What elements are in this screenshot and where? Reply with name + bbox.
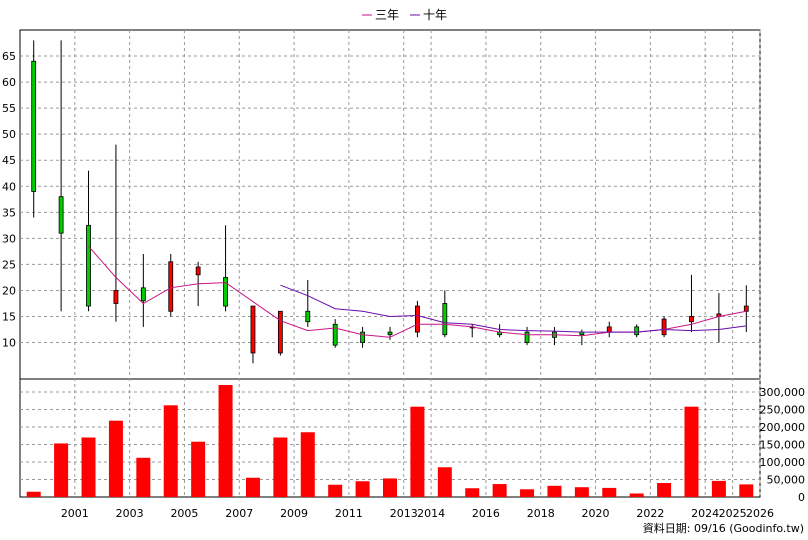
- price-tick-label: 25: [2, 258, 16, 271]
- volume-tick-label: 100,000: [760, 456, 806, 469]
- volume-tick-label: 0: [798, 491, 805, 504]
- x-tick-label: 2009: [280, 507, 308, 520]
- candle-body: [661, 318, 667, 336]
- volume-bar: [191, 441, 206, 497]
- candle-body: [634, 326, 640, 336]
- candle-body: [689, 316, 694, 323]
- volume-bar: [163, 405, 178, 497]
- volume-tick-label: 300,000: [760, 386, 806, 399]
- price-tick-label: 15: [2, 310, 16, 323]
- volume-bar: [684, 406, 699, 497]
- candle-body: [606, 326, 612, 333]
- volume-bar: [465, 488, 480, 497]
- volume-bar: [437, 467, 452, 497]
- x-tick-label: 2016: [472, 507, 500, 520]
- price-tick-label: 50: [2, 128, 16, 141]
- x-tick-label: 2026: [746, 507, 774, 520]
- volume-tick-label: 200,000: [760, 421, 806, 434]
- price-tick-label: 30: [2, 232, 16, 245]
- x-tick-label: 2022: [636, 507, 664, 520]
- volume-bar: [410, 406, 425, 497]
- x-tick-label: 2020: [582, 507, 610, 520]
- volume-bar: [547, 485, 562, 497]
- candle-body: [743, 305, 749, 312]
- volume-bar: [711, 480, 726, 497]
- volume-bar: [108, 420, 123, 497]
- volume-tick-label: 250,000: [760, 404, 806, 417]
- volume-bar: [602, 487, 617, 497]
- x-tick-label: 2001: [61, 507, 89, 520]
- candle-body: [113, 290, 119, 304]
- x-axis: 2001 2003 2005 2007 2009 2011 2013 2014 2016 2018…: [61, 507, 774, 520]
- x-tick-label: 2024: [691, 507, 719, 520]
- price-tick-label: 65: [2, 50, 16, 63]
- volume-bar: [273, 437, 288, 497]
- ma-line-10yr: [280, 284, 747, 333]
- candle-body: [250, 305, 256, 354]
- x-tick-label: 2011: [335, 507, 363, 520]
- candle-body: [223, 277, 228, 307]
- volume-bar: [26, 491, 41, 497]
- volume-bar: [54, 443, 69, 497]
- volume-bar: [245, 477, 260, 497]
- candle-body: [168, 261, 174, 312]
- volume-bars: [26, 385, 754, 497]
- volume-bar: [492, 484, 507, 497]
- x-tick-label: 2007: [225, 507, 253, 520]
- candle-body: [442, 303, 448, 336]
- legend-label-3yr: 三年: [375, 8, 399, 22]
- candles: [31, 40, 749, 364]
- candle-body: [58, 196, 64, 234]
- volume-bar: [300, 432, 315, 497]
- price-tick-label: 60: [2, 76, 16, 89]
- volume-bar: [520, 489, 535, 497]
- price-tick-label: 35: [2, 206, 16, 219]
- candle-body: [415, 305, 420, 333]
- volume-bar: [136, 457, 151, 497]
- volume-bar: [355, 481, 370, 497]
- x-tick-label: 2013: [390, 507, 418, 520]
- volume-bar: [657, 483, 672, 497]
- price-tick-label: 10: [2, 337, 16, 350]
- price-tick-label: 40: [2, 180, 16, 193]
- price-tick-label: 55: [2, 102, 16, 115]
- candle-body: [195, 266, 201, 276]
- volume-bar: [328, 484, 343, 497]
- volume-bar: [629, 493, 644, 497]
- x-tick-label: 2018: [527, 507, 555, 520]
- legend-label-10yr: 十年: [423, 8, 447, 22]
- volume-bar: [81, 437, 96, 497]
- volume-bar: [383, 478, 397, 497]
- candle-body: [305, 310, 311, 323]
- x-tick-label: 2025: [719, 507, 747, 520]
- candle-body: [140, 287, 146, 302]
- moving-average-lines: [88, 245, 747, 338]
- candle-body: [524, 331, 530, 343]
- data-date-footer: 資料日期: 09/16 (Goodinfo.tw): [643, 521, 804, 535]
- candle-body: [387, 331, 393, 336]
- x-tick-label: 2014: [417, 507, 445, 520]
- volume-bar: [739, 484, 754, 497]
- volume-tick-label: 150,000: [760, 439, 806, 452]
- legend: 三年 十年: [362, 8, 447, 22]
- candle-body: [332, 323, 338, 346]
- price-tick-label: 45: [2, 154, 16, 167]
- candle-body: [360, 331, 365, 343]
- candle-body: [31, 60, 37, 192]
- price-axis: 10 15 20 25 30 35 40 45 50 55 60 65: [2, 50, 16, 349]
- volume-bar: [574, 487, 589, 497]
- volume-bar: [218, 385, 233, 497]
- grid: [20, 30, 761, 497]
- x-tick-label: 2003: [116, 507, 144, 520]
- price-tick-label: 20: [2, 284, 16, 297]
- volume-axis: 300,000 250,000 200,000 150,000 100,000 50,00…: [760, 386, 806, 504]
- volume-tick-label: 50,000: [767, 474, 806, 487]
- x-tick-label: 2005: [170, 507, 198, 520]
- candle-body: [277, 310, 283, 354]
- candle-body: [86, 224, 91, 307]
